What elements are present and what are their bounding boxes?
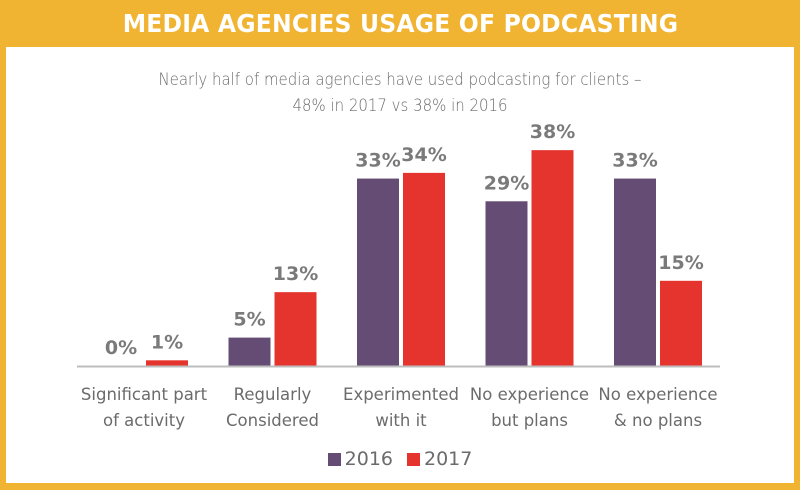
category-label-0-line-1: of activity: [103, 411, 185, 430]
bar-2016-2: [357, 178, 399, 366]
bars-group: [146, 150, 702, 366]
category-label-1-line-0: Regularly: [234, 385, 312, 404]
category-label-1-line-1: Considered: [226, 411, 319, 430]
category-label-3-line-0: No experience: [470, 385, 589, 404]
bar-2016-3: [485, 201, 528, 366]
category-labels-group: Significant part of activity Regularly Cons…: [81, 385, 718, 430]
value-label-2017-1: 13%: [273, 263, 318, 285]
chart-panel: [6, 47, 794, 483]
category-label-2-line-0: Experimented: [343, 385, 459, 404]
bar-2017-4: [660, 280, 702, 366]
value-label-2016-0: 0%: [105, 337, 137, 359]
bar-2017-3: [531, 150, 574, 366]
bar-2017-0: [146, 360, 188, 366]
chart-title: MEDIA AGENCIES USAGE OF PODCASTING: [122, 9, 678, 38]
value-label-2017-3: 38%: [530, 121, 575, 143]
value-label-2016-4: 33%: [612, 150, 657, 172]
bar-2016-1: [228, 337, 271, 366]
category-label-0-line-0: Significant part: [81, 385, 208, 404]
value-label-2016-3: 29%: [484, 172, 529, 194]
chart-subtitle: Nearly half of media agencies have used …: [0, 67, 800, 119]
category-label-4-line-0: No experience: [598, 385, 717, 404]
bar-2016-4: [614, 178, 656, 366]
bar-2017-1: [274, 292, 317, 366]
value-label-2017-0: 1%: [151, 331, 183, 353]
category-label-2-line-1: with it: [375, 411, 427, 430]
value-label-2017-4: 15%: [658, 252, 703, 274]
legend-label-2016: 2016: [344, 448, 393, 470]
bar-2017-2: [403, 172, 445, 366]
legend-swatch-2017: [407, 452, 420, 466]
legend: 2016 2017: [0, 448, 800, 470]
value-label-2017-2: 34%: [401, 144, 446, 166]
legend-label-2017: 2017: [424, 448, 473, 470]
legend-item-2017: 2017: [407, 448, 472, 470]
legend-item-2016: 2016: [327, 448, 393, 470]
legend-swatch-2016: [327, 452, 341, 466]
value-label-2016-2: 33%: [355, 150, 400, 172]
value-labels-group: 0% 1%5%13%33% 34%29%38%33%15%: [105, 121, 704, 359]
value-label-2016-1: 5%: [233, 309, 265, 331]
subtitle-line-1: Nearly half of media agencies have used …: [158, 70, 642, 90]
header-band: MEDIA AGENCIES USAGE OF PODCASTING: [0, 0, 800, 47]
subtitle-line-2: 48% in 2017 vs 38% in 2016: [292, 96, 508, 116]
category-label-3-line-1: but plans: [491, 411, 568, 430]
category-label-4-line-1: & no plans: [614, 411, 702, 430]
